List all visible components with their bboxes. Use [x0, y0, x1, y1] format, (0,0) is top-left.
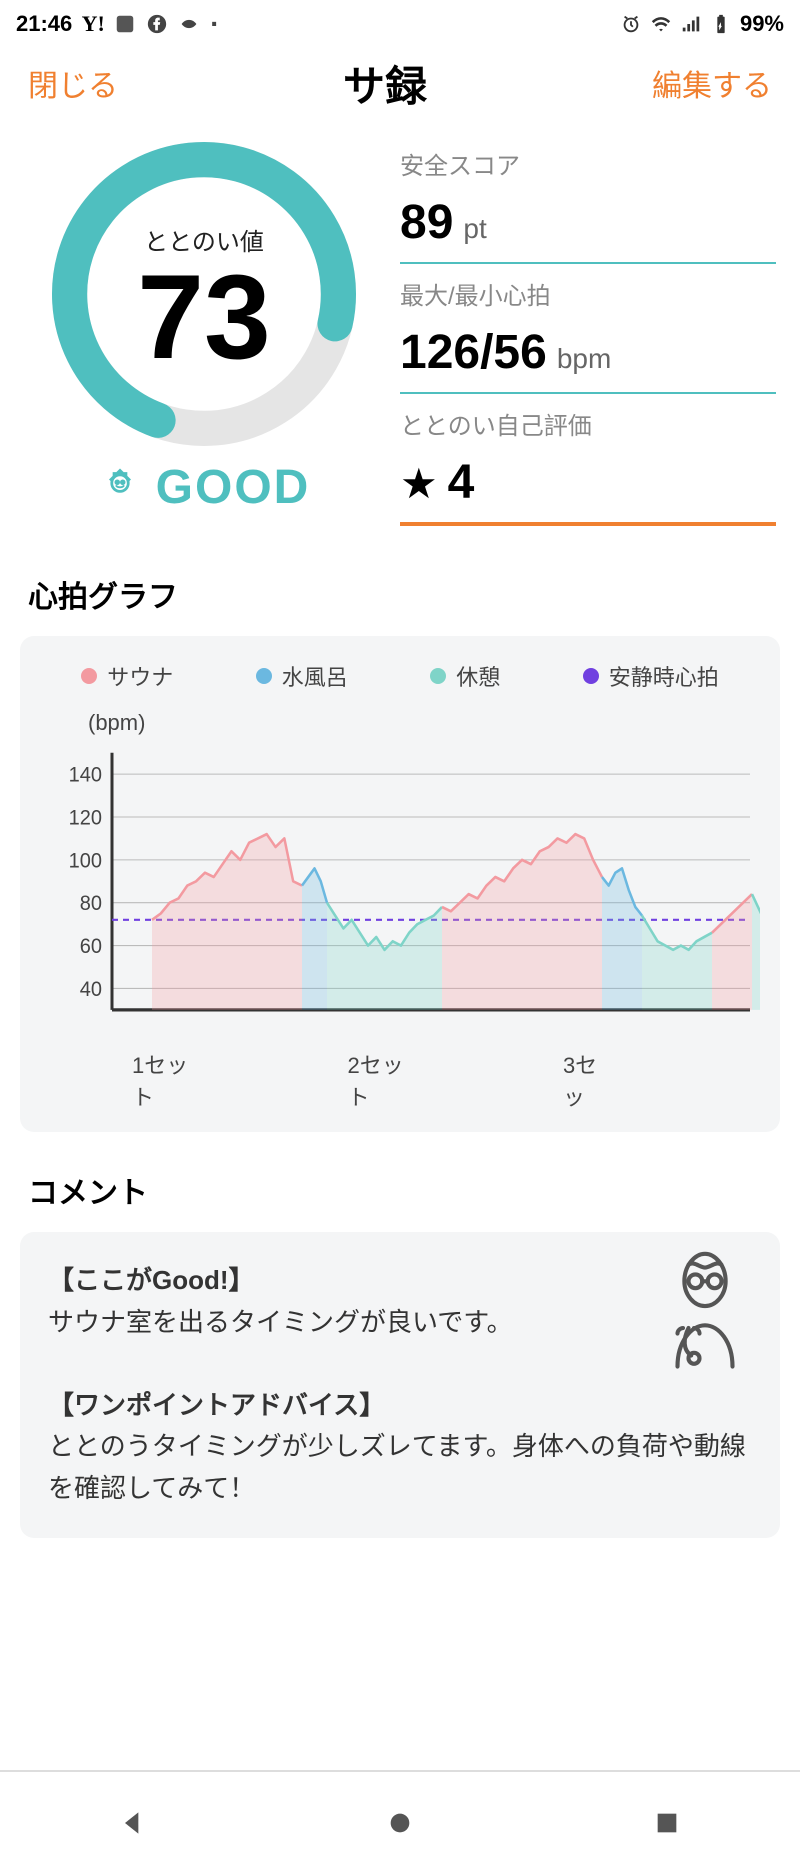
- chart-legend: サウナ 水風呂 休憩 安静時心拍: [40, 660, 760, 692]
- status-bar: 21:46 Y! · 99%: [0, 0, 800, 48]
- stat-hr: 最大/最小心拍 126/56 bpm: [400, 264, 776, 394]
- chart-ylabel: (bpm): [88, 710, 760, 736]
- nav-recent-icon[interactable]: [651, 1807, 683, 1839]
- totonoi-gauge: ととのい値 73: [44, 134, 364, 454]
- signal-icon: [680, 13, 702, 35]
- star-icon: ★: [400, 459, 438, 508]
- yahoo-icon: Y!: [82, 13, 104, 35]
- comment-advice-head: 【ワンポイントアドバイス】: [48, 1385, 752, 1427]
- svg-text:80: 80: [80, 892, 102, 916]
- svg-text:100: 100: [69, 849, 102, 873]
- svg-text:120: 120: [69, 806, 102, 830]
- divider: [0, 1770, 800, 1772]
- legend-rest: 休憩: [456, 660, 500, 692]
- nav-home-icon[interactable]: [384, 1807, 416, 1839]
- svg-text:140: 140: [69, 763, 102, 787]
- battery-icon: [710, 13, 732, 35]
- stat-safety-unit: pt: [463, 213, 486, 245]
- stat-hr-value: 126/56: [400, 325, 547, 380]
- status-time: 21:46: [16, 11, 72, 37]
- heart-rate-chart[interactable]: 40 60 80 100 120 140: [40, 742, 760, 1042]
- stat-safety-label: 安全スコア: [400, 146, 776, 181]
- chart-xlabels: 1セット2セット3セッ: [40, 1048, 760, 1112]
- android-navbar: [0, 1778, 800, 1868]
- close-button[interactable]: 閉じる: [28, 61, 118, 105]
- notification-dot-icon: ·: [210, 8, 219, 40]
- battery-percent: 99%: [740, 11, 784, 37]
- comment-advice-body: ととのうタイミングが少しズレてます。身体への負荷や動線を確認してみて！: [48, 1426, 752, 1509]
- app-header: 閉じる サ録 編集する: [0, 48, 800, 118]
- legend-resting-hr: 安静時心拍: [609, 660, 719, 692]
- stat-self-value: 4: [448, 455, 475, 510]
- comment-card: 【ここがGood!】 サウナ室を出るタイミングが良いです。 【ワンポイントアドバ…: [20, 1232, 780, 1538]
- edit-button[interactable]: 編集する: [652, 61, 772, 105]
- alarm-icon: [620, 13, 642, 35]
- svg-text:40: 40: [80, 977, 102, 1001]
- legend-water: 水風呂: [282, 660, 348, 692]
- app-icon-2: [178, 13, 200, 35]
- gauge-value: 73: [137, 257, 270, 377]
- gauge-rating: GOOD: [156, 460, 311, 515]
- app-icon-1: [114, 13, 136, 35]
- stat-hr-unit: bpm: [557, 343, 611, 375]
- legend-sauna: サウナ: [107, 660, 173, 692]
- svg-text:60: 60: [80, 934, 102, 958]
- stat-safety-value: 89: [400, 195, 453, 250]
- page-title: サ録: [343, 53, 427, 114]
- chart-card: サウナ 水風呂 休憩 安静時心拍 (bpm) 40 60 80 100 120 140 1…: [20, 636, 780, 1132]
- wifi-icon: [650, 13, 672, 35]
- comment-good-head: 【ここがGood!】: [48, 1260, 752, 1302]
- doctor-icon: [650, 1240, 760, 1370]
- summary-section: ととのい値 73 GOOD 安全スコア 89 pt: [0, 118, 800, 536]
- chart-section-title: 心拍グラフ: [0, 536, 800, 636]
- stat-hr-label: 最大/最小心拍: [400, 276, 776, 311]
- comment-good-body: サウナ室を出るタイミングが良いです。: [48, 1302, 752, 1344]
- stat-safety: 安全スコア 89 pt: [400, 134, 776, 264]
- comment-section-title: コメント: [0, 1132, 800, 1232]
- stat-self: ととのい自己評価 ★ 4: [400, 394, 776, 526]
- stat-self-label: ととのい自己評価: [400, 406, 776, 441]
- nav-back-icon[interactable]: [117, 1807, 149, 1839]
- good-icon: [98, 463, 142, 512]
- facebook-icon: [146, 13, 168, 35]
